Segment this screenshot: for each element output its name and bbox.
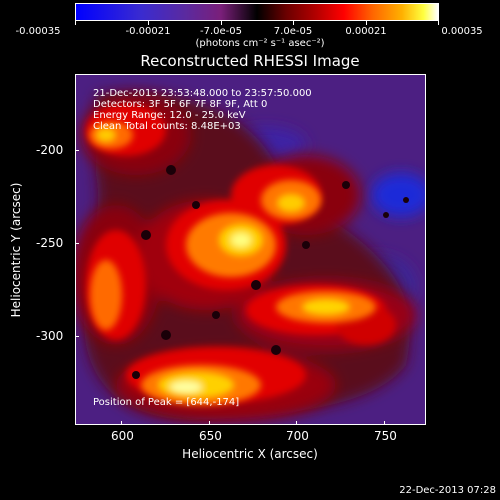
x-tick-label: 750 (374, 429, 397, 443)
footer-date: 22-Dec-2013 07:28 (399, 485, 496, 496)
colorbar-label-2: -7.0e-05 (200, 26, 242, 37)
rhessi-image (76, 75, 425, 424)
colorbar-tick (438, 21, 439, 25)
y-axis-tick (75, 150, 79, 151)
colorbar (75, 3, 439, 21)
colorbar-units: (photons cm⁻² s⁻¹ asec⁻²) (195, 38, 325, 49)
x-axis-title: Heliocentric X (arcsec) (182, 447, 318, 461)
info-peak-position: Position of Peak = [644,-174] (93, 397, 240, 408)
colorbar-tick (293, 21, 294, 25)
colorbar-tick (221, 21, 222, 25)
rhessi-image-panel (75, 74, 426, 425)
plot-title: Reconstructed RHESSI Image (140, 52, 360, 70)
info-time-range: 21-Dec-2013 23:53:48.000 to 23:57:50.000 (93, 88, 312, 99)
colorbar-label-1: -0.00021 (125, 26, 171, 37)
x-axis-tick (209, 421, 210, 425)
colorbar-tick (148, 21, 149, 25)
colorbar-label-5: 0.00035 (441, 26, 483, 37)
x-axis-tick (384, 421, 385, 425)
x-tick-label: 650 (199, 429, 222, 443)
colorbar-label-0: -0.00035 (15, 26, 61, 37)
y-axis-tick (75, 243, 79, 244)
x-axis-tick (121, 421, 122, 425)
colorbar-tick (366, 21, 367, 25)
x-tick-label: 700 (286, 429, 309, 443)
colorbar-tick (75, 21, 76, 25)
y-tick-label: -200 (36, 143, 64, 157)
info-energy-range: Energy Range: 12.0 - 25.0 keV (93, 110, 246, 121)
x-axis-tick (296, 421, 297, 425)
info-clean-counts: Clean Total counts: 8.48E+03 (93, 121, 241, 132)
colorbar-label-4: 0.00021 (345, 26, 387, 37)
y-tick-label: -250 (36, 236, 64, 250)
y-tick-label: -300 (36, 329, 64, 343)
y-axis-tick (75, 336, 79, 337)
colorbar-label-3: 7.0e-05 (273, 26, 313, 37)
x-tick-label: 600 (111, 429, 134, 443)
info-detectors: Detectors: 3F 5F 6F 7F 8F 9F, Att 0 (93, 99, 268, 110)
y-axis-title: Heliocentric Y (arcsec) (9, 182, 23, 318)
